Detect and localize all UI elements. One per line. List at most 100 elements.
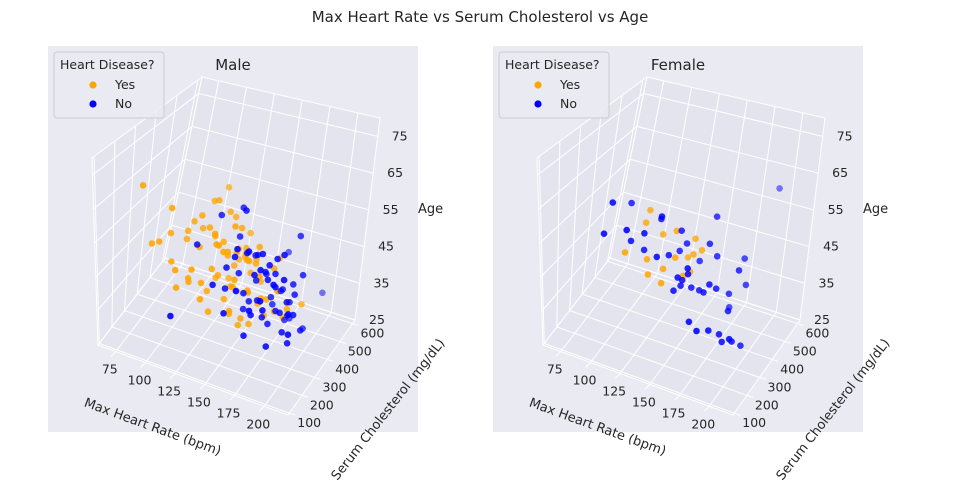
point-yes-32 <box>220 295 228 303</box>
point-yes-76 <box>212 274 219 282</box>
point-yes-26 <box>220 238 227 246</box>
figure-title: Max Heart Rate vs Serum Cholesterol vs A… <box>312 8 649 26</box>
point-no-41 <box>276 309 283 317</box>
point-no-40 <box>693 327 700 335</box>
scatter-points <box>139 182 326 350</box>
grid-x-back-75 <box>627 80 665 264</box>
grid-x-floor-75 <box>560 263 629 352</box>
point-no-10 <box>239 305 247 313</box>
point-no-38 <box>684 265 691 272</box>
z-tick-label-55: 55 <box>828 202 844 217</box>
z-tick-label-45: 45 <box>378 239 394 254</box>
y-tick-200 <box>746 394 754 398</box>
point-no-18 <box>684 270 692 278</box>
point-no-64 <box>285 248 293 256</box>
x-tick-label-125: 125 <box>157 383 181 398</box>
z-tick-label-75: 75 <box>392 128 408 143</box>
legend-title: Heart Disease? <box>60 57 155 72</box>
z-tick-label-65: 65 <box>387 165 403 180</box>
point-no-4 <box>221 285 229 292</box>
point-yes-69 <box>298 301 305 308</box>
z-axis-label: Age <box>863 202 888 217</box>
point-no-44 <box>270 281 277 289</box>
grid-y-left-200 <box>111 141 116 327</box>
point-yes-79 <box>232 223 239 230</box>
y-tick-label-600: 600 <box>805 326 829 341</box>
point-no-15 <box>678 276 686 284</box>
grid-y-floor-200 <box>111 326 303 396</box>
point-no-13 <box>677 282 684 290</box>
point-no-28 <box>259 250 267 258</box>
y-tick-label-600: 600 <box>360 326 384 341</box>
point-yes-19 <box>206 224 214 231</box>
legend-marker-no <box>89 100 97 108</box>
point-yes-35 <box>215 242 222 249</box>
point-yes-42 <box>238 224 246 232</box>
point-no-24 <box>251 271 258 279</box>
y-tick-600 <box>797 323 804 327</box>
legend-label-no: No <box>560 96 577 111</box>
x-tick-150 <box>199 384 206 390</box>
point-yes-3 <box>167 229 175 237</box>
grid-y-left-400 <box>581 110 602 295</box>
point-yes-20 <box>216 197 223 204</box>
grid-y-left-500 <box>594 95 623 278</box>
grid-y-floor-400 <box>137 293 328 360</box>
point-yes-8 <box>184 227 192 235</box>
y-tick-label-200: 200 <box>310 397 334 412</box>
grid-y-left-100 <box>93 156 100 344</box>
z-tick-label-25: 25 <box>814 312 830 327</box>
point-no-24 <box>706 281 713 288</box>
point-no-4 <box>623 226 630 234</box>
grid-y-left-200 <box>556 141 561 327</box>
point-yes-39 <box>224 248 232 256</box>
grid-y-left-300 <box>124 125 137 311</box>
grid-y-left-300 <box>569 125 582 311</box>
z-tick-label-65: 65 <box>832 165 848 180</box>
x-tick-175 <box>229 394 235 401</box>
point-no-30 <box>718 338 725 346</box>
grid-z-back-45 <box>178 191 365 248</box>
point-no-30 <box>257 266 264 274</box>
x-tick-100 <box>585 362 591 368</box>
point-no-33 <box>256 298 264 305</box>
x-tick-200 <box>258 405 265 412</box>
point-no-16 <box>696 257 703 265</box>
x-tick-label-150: 150 <box>632 394 656 409</box>
y-tick-label-100: 100 <box>297 415 321 430</box>
point-yes-71 <box>232 213 240 221</box>
point-yes-0 <box>139 182 147 189</box>
point-no-18 <box>240 332 247 340</box>
grid-y-left-400 <box>136 110 157 295</box>
point-no-37 <box>713 213 721 220</box>
y-tick-100 <box>734 412 741 416</box>
x-tick-75 <box>555 351 562 357</box>
point-no-55 <box>297 232 305 240</box>
y-tick-400 <box>772 358 779 362</box>
grid-z-left-35 <box>541 224 618 312</box>
point-no-31 <box>264 320 271 328</box>
point-no-2 <box>628 199 635 207</box>
y-tick-200 <box>301 394 309 398</box>
point-yes-4 <box>168 258 175 265</box>
y-tick-label-400: 400 <box>780 361 804 376</box>
point-no-37 <box>272 270 279 278</box>
legend[interactable]: Heart Disease? Yes No <box>53 51 165 119</box>
point-yes-1 <box>148 240 156 247</box>
grid-x-back-175 <box>301 106 331 303</box>
z-tick-label-35: 35 <box>374 275 390 290</box>
point-yes-17 <box>203 287 211 295</box>
legend-marker-no <box>534 100 542 108</box>
x-tick-label-200: 200 <box>691 416 715 431</box>
z-tick-label-35: 35 <box>819 275 835 290</box>
point-yes-53 <box>245 320 252 328</box>
point-yes-75 <box>243 256 251 264</box>
legend[interactable]: Heart Disease? Yes No <box>498 51 610 119</box>
point-no-41 <box>737 342 744 350</box>
grid-z-left-75 <box>537 93 644 176</box>
z-tick-label-55: 55 <box>383 202 399 217</box>
point-no-9 <box>231 253 239 261</box>
